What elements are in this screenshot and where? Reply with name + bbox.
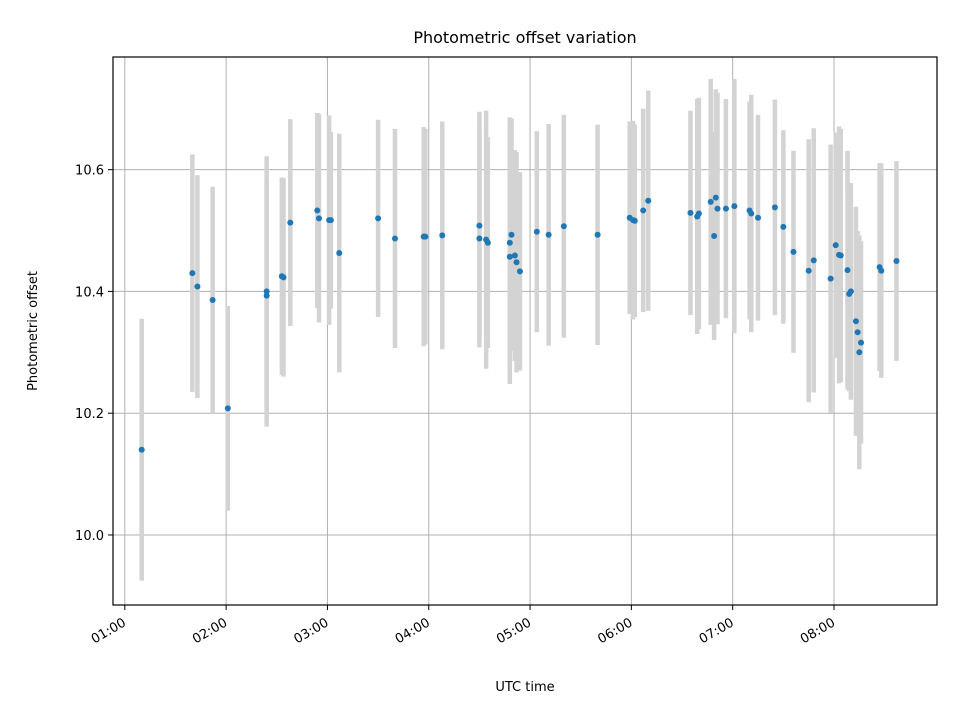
data-point (516, 268, 523, 275)
data-point (854, 329, 861, 336)
data-point (878, 267, 885, 274)
data-point (844, 267, 851, 274)
data-point (687, 209, 694, 216)
data-point (209, 296, 216, 303)
data-point (852, 318, 859, 325)
data-point (224, 405, 231, 412)
data-point (711, 233, 718, 240)
y-axis-ticks: 10.0 10.2 10.4 10.6 (75, 164, 113, 544)
data-point (858, 339, 865, 346)
y-axis-label: Photometric offset (26, 271, 41, 391)
data-point (594, 231, 601, 238)
data-point (545, 231, 552, 238)
data-point (484, 239, 491, 246)
data-point (722, 205, 729, 212)
data-point (893, 257, 900, 264)
data-point (189, 270, 196, 277)
data-point (287, 219, 294, 226)
data-point (810, 257, 817, 264)
data-point (375, 215, 382, 222)
data-point (263, 288, 270, 295)
data-point (506, 239, 513, 246)
data-point (560, 223, 567, 230)
data-point (695, 210, 702, 217)
data-point (506, 253, 513, 260)
data-point (780, 223, 787, 230)
data-point (707, 198, 714, 205)
y-tick-label: 10.4 (75, 285, 104, 300)
data-point (263, 292, 270, 299)
data-point (316, 215, 322, 222)
data-point (314, 207, 321, 214)
data-point (327, 217, 334, 224)
data-points (138, 194, 900, 453)
data-point (712, 194, 719, 201)
data-point (856, 349, 863, 356)
data-point (513, 259, 520, 266)
y-tick-label: 10.2 (75, 407, 104, 422)
data-point (439, 232, 446, 239)
data-point (511, 252, 518, 259)
data-point (847, 288, 854, 295)
data-point (771, 204, 778, 211)
data-point (790, 248, 797, 255)
data-point (640, 207, 647, 214)
y-tick-label: 10.0 (75, 529, 104, 544)
data-point (755, 214, 762, 221)
data-point (336, 250, 343, 257)
chart-title: Photometric offset variation (413, 28, 636, 47)
data-point (194, 283, 201, 290)
data-point (827, 275, 834, 282)
data-point (748, 210, 755, 217)
data-point (476, 235, 483, 242)
y-tick-label: 10.6 (75, 164, 104, 179)
data-point (280, 274, 287, 281)
data-point (391, 235, 398, 242)
data-point (422, 233, 429, 240)
data-point (731, 203, 738, 210)
data-point (805, 267, 812, 274)
data-point (476, 222, 483, 229)
data-point (508, 231, 515, 238)
data-point (832, 242, 839, 249)
x-axis-label: UTC time (495, 680, 554, 695)
data-point (837, 252, 844, 259)
data-point (138, 446, 145, 453)
data-point (533, 228, 540, 235)
data-point (714, 205, 721, 212)
data-point (645, 197, 652, 204)
data-point (631, 217, 638, 224)
plot-frame (112, 56, 938, 606)
